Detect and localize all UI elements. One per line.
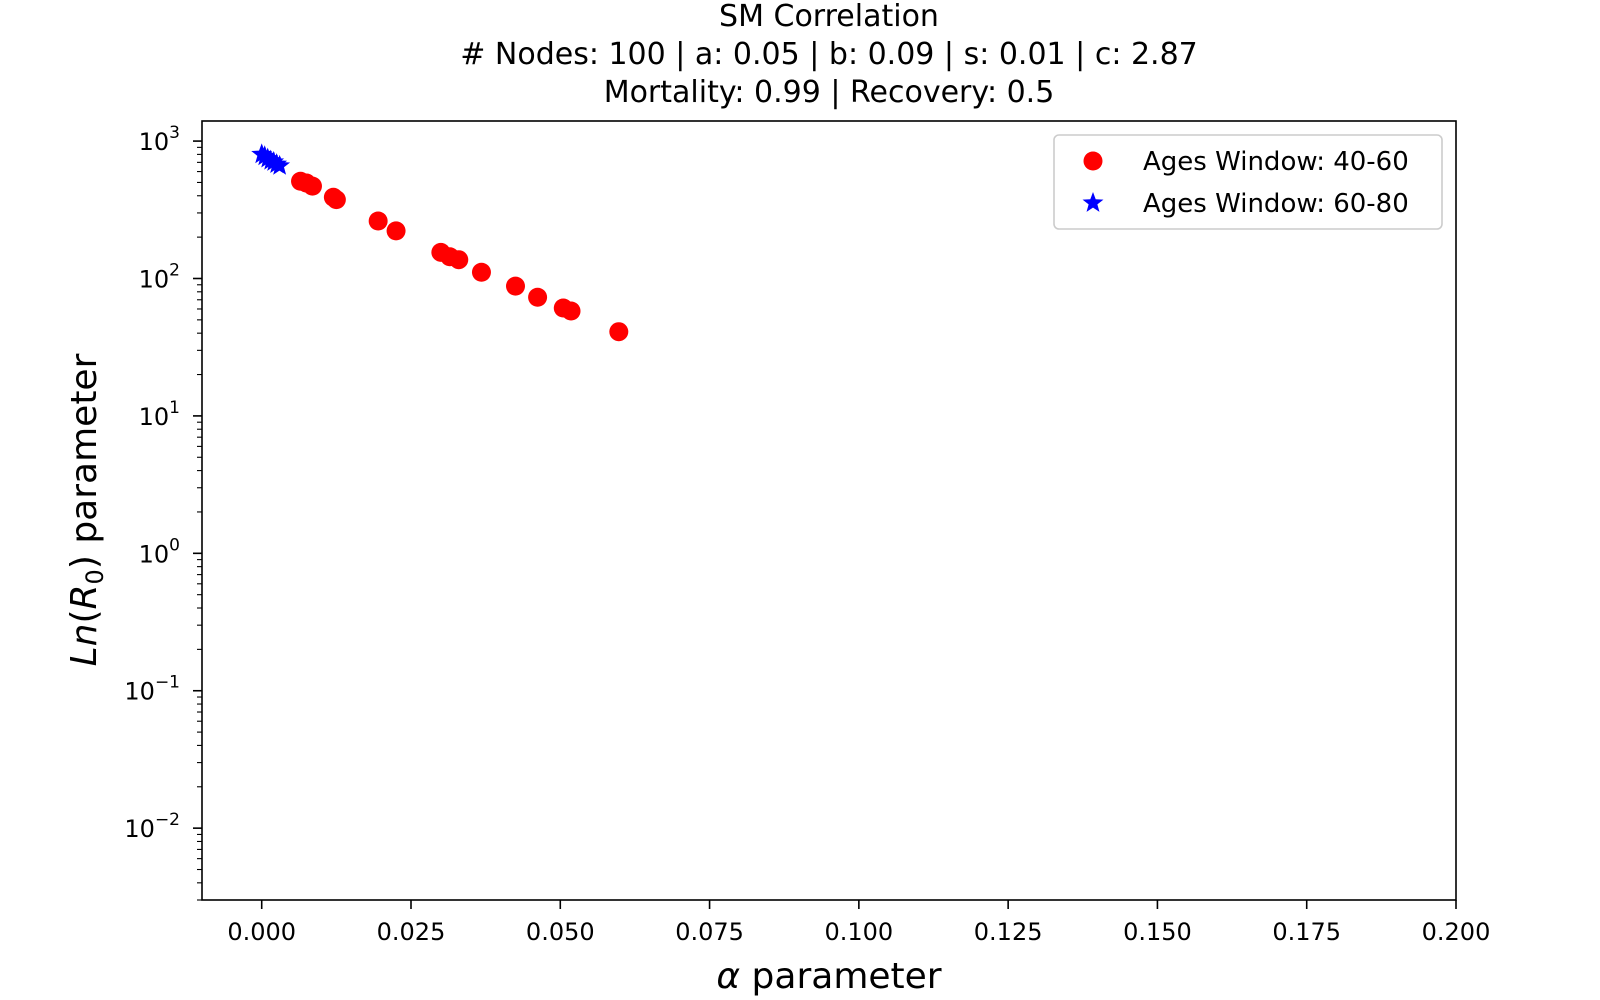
- y-tick-label: 10−2: [124, 810, 180, 843]
- series-2: [251, 143, 291, 175]
- y-axis: 103 102 101 100 10−1 10−2: [124, 123, 202, 901]
- data-point-circle: [528, 287, 548, 307]
- x-tick-label: 0.000: [227, 918, 296, 946]
- data-point-circle: [326, 190, 346, 210]
- data-point-circle: [561, 301, 581, 321]
- x-axis: 0.000 0.025 0.050 0.075 0.100 0.125 0.150 0.175…: [227, 900, 1490, 946]
- y-tick-label: 101: [139, 398, 180, 431]
- data-point-circle: [368, 211, 388, 231]
- x-tick-label: 0.100: [824, 918, 893, 946]
- legend-circle-marker: [1083, 151, 1103, 171]
- legend-label: Ages Window: 60-80: [1143, 189, 1409, 219]
- data-point-circle: [609, 322, 629, 342]
- plot-frame: [201, 120, 1457, 901]
- chart-title: SM Correlation# Nodes: 100 | a: 0.05 | b…: [460, 0, 1198, 110]
- x-tick-label: 0.075: [675, 918, 744, 946]
- x-tick-label: 0.125: [974, 918, 1043, 946]
- y-tick-label: 102: [139, 260, 180, 293]
- x-tick-label: 0.025: [377, 918, 446, 946]
- title-line-1: SM Correlation: [719, 0, 939, 34]
- x-tick-label: 0.175: [1272, 918, 1341, 946]
- y-tick-label: 103: [139, 123, 180, 156]
- title-line-2: # Nodes: 100 | a: 0.05 | b: 0.09 | s: 0.…: [460, 37, 1198, 72]
- title-line-3: Mortality: 0.99 | Recovery: 0.5: [604, 75, 1055, 110]
- x-tick-label: 0.150: [1123, 918, 1192, 946]
- x-tick-label: 0.200: [1422, 918, 1491, 946]
- data-point-circle: [302, 176, 322, 196]
- legend-star-marker: [1082, 192, 1104, 212]
- data-point-circle: [506, 276, 525, 296]
- legend-label: Ages Window: 40-60: [1143, 147, 1409, 177]
- plot-area: [202, 121, 1456, 900]
- x-axis-label: α parameter: [716, 956, 941, 997]
- y-tick-label: 100: [139, 535, 180, 568]
- y-tick-label: 10−1: [124, 673, 180, 706]
- x-tick-label: 0.050: [526, 918, 595, 946]
- data-point-circle: [386, 221, 406, 241]
- y-axis-label: Ln(R0) parameter: [64, 353, 109, 666]
- data-point-circle: [449, 250, 469, 270]
- legend: Ages Window: 40-60 Ages Window: 60-80: [1053, 134, 1443, 230]
- series-1: [291, 171, 629, 342]
- data-point-circle: [471, 262, 491, 282]
- legend-box: [1053, 134, 1443, 230]
- data-points: [251, 143, 629, 342]
- data-point-star: [269, 154, 291, 175]
